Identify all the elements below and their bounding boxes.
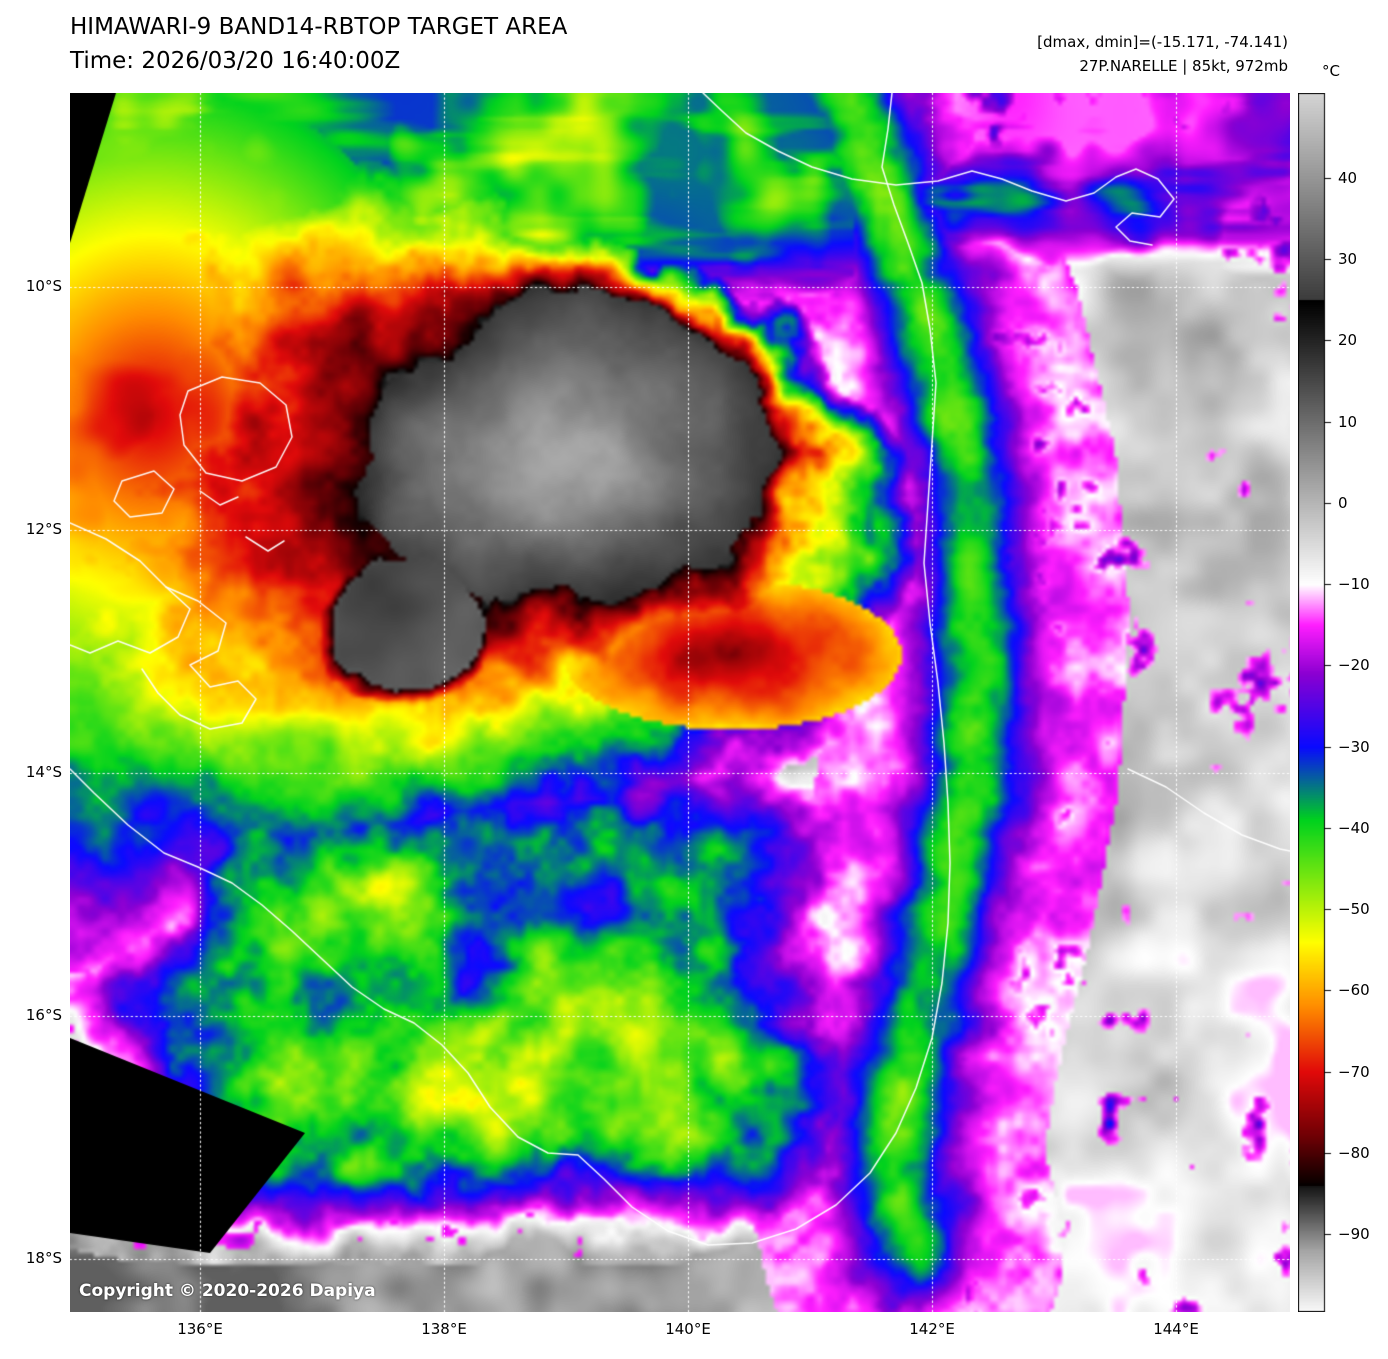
lon-tick-label: 142°E <box>909 1320 955 1338</box>
colorbar <box>1298 93 1332 1312</box>
colorbar-tick-label: −60 <box>1338 981 1370 1000</box>
lon-tick-label: 138°E <box>421 1320 467 1338</box>
lat-tick-label: 16°S <box>25 1006 62 1024</box>
colorbar-tick-label: −40 <box>1338 818 1370 837</box>
page-title: HIMAWARI-9 BAND14-RBTOP TARGET AREA <box>70 14 568 40</box>
lon-tick-label: 136°E <box>177 1320 223 1338</box>
storm-info: 27P.NARELLE | 85kt, 972mb <box>1079 57 1288 75</box>
colorbar-tick-label: −90 <box>1338 1225 1370 1243</box>
colorbar-tick-label: −50 <box>1338 900 1370 919</box>
colorbar-tick-label: −70 <box>1338 1062 1370 1081</box>
timestamp: Time: 2026/03/20 16:40:00Z <box>70 48 401 74</box>
colorbar-unit-label: °C <box>1322 62 1340 80</box>
lon-tick-label: 144°E <box>1153 1320 1199 1338</box>
lat-tick-label: 10°S <box>25 277 62 295</box>
colorbar-tick-label: 20 <box>1338 331 1358 350</box>
satellite-map-image <box>70 93 1290 1312</box>
lat-tick-label: 14°S <box>25 763 62 781</box>
colorbar-tick-label: −30 <box>1338 737 1370 756</box>
dmax-dmin-readout: [dmax, dmin]=(-15.171, -74.141) <box>1037 33 1288 51</box>
colorbar-tick-label: −10 <box>1338 575 1370 594</box>
colorbar-tick-label: 40 <box>1338 169 1358 187</box>
colorbar-tick-label: 10 <box>1338 412 1358 431</box>
lon-tick-label: 140°E <box>665 1320 711 1338</box>
colorbar-tick-label: −80 <box>1338 1143 1370 1162</box>
colorbar-tick-label: 0 <box>1338 493 1348 512</box>
colorbar-tick-label: −20 <box>1338 656 1370 675</box>
lat-tick-label: 18°S <box>25 1249 62 1267</box>
lat-tick-label: 12°S <box>25 520 62 538</box>
colorbar-tick-label: 30 <box>1338 250 1358 269</box>
copyright-watermark: Copyright © 2020-2026 Dapiya <box>79 1281 376 1301</box>
